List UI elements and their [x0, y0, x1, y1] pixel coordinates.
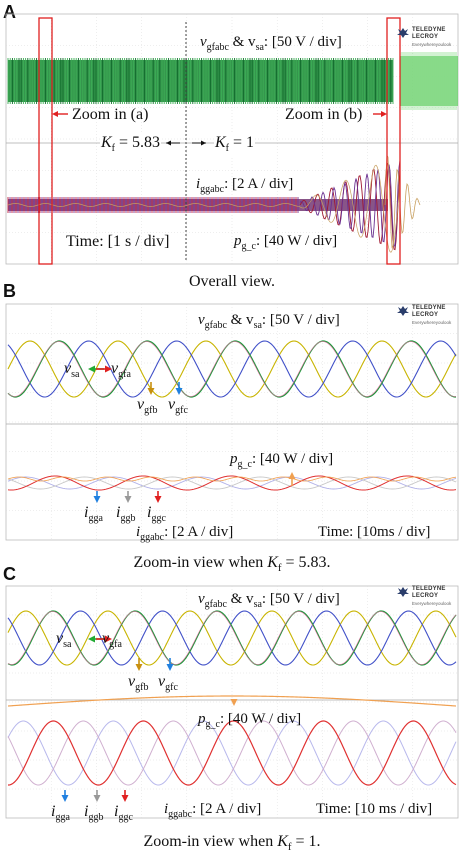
voltage-waveform-band-a — [7, 52, 458, 110]
time-scale-label-b: Time: [10ms / div] — [318, 524, 431, 540]
zoom-b-label: Zoom in (b) — [285, 106, 363, 123]
teledyne-logo-icon — [397, 28, 409, 38]
iggc-label-c: iggc — [114, 803, 133, 824]
voltage-waveforms-b — [7, 340, 457, 398]
kf-right-label: Kf = 1 — [214, 134, 256, 159]
current-phase-b — [7, 720, 457, 786]
voltage-phase-a — [7, 610, 457, 666]
scope-brand-c: TELEDYNE LECROY Everywhereyoulook — [412, 586, 452, 606]
iggb-label-c: iggb — [84, 803, 104, 824]
teledyne-logo-icon — [397, 306, 409, 316]
voltage-band-after — [400, 56, 458, 106]
voltage-vsa — [7, 611, 457, 665]
zoom-a-arrowhead — [52, 111, 58, 117]
vsa-label-b: vsa — [64, 360, 80, 381]
voltage-scale-label-c: vgfabc & vsa: [50 V / div] — [198, 591, 340, 610]
oscilloscope-panel-b — [5, 303, 459, 541]
label-arrows-b — [88, 365, 296, 503]
oscilloscope-panel-a — [5, 13, 459, 265]
iggb-label-b: iggb — [116, 504, 136, 525]
power-trace-c — [7, 695, 457, 707]
caption-a: Overall view. — [188, 273, 276, 290]
caption-b: Zoom-in view when Kf = 5.83. — [133, 554, 331, 575]
current-phase-b — [7, 476, 457, 490]
time-scale-label-a: Time: [1 s / div] — [66, 233, 170, 250]
time-scale-label-c: Time: [10 ms / div] — [316, 801, 433, 817]
zoom-box-a — [38, 17, 53, 265]
power-scale-label-a: pg_c: [40 W / div] — [234, 233, 338, 252]
scope-brand-b: TELEDYNE LECROY Everywhereyoulook — [412, 305, 452, 325]
vgfa-label-c: vgfa — [102, 630, 122, 651]
voltage-scale-label-b: vgfabc & vsa: [50 V / div] — [198, 312, 340, 331]
igga-label-c: igga — [51, 803, 70, 824]
current-phase-c — [7, 475, 457, 491]
caption-c: Zoom-in view when Kf = 1. — [143, 833, 321, 854]
vgfb-label-b: vgfb — [137, 396, 158, 417]
panel-letter-b: B — [3, 281, 16, 301]
oscilloscope-panel-c — [5, 585, 459, 819]
vsa-label-c: vsa — [56, 630, 72, 651]
vgfc-label-c: vgfc — [158, 673, 178, 694]
power-scale-label-c: pg_c: [40 W / div] — [198, 711, 302, 730]
vgfc-label-b: vgfc — [168, 396, 188, 417]
zoom-box-b — [386, 17, 401, 265]
voltage-phase-c — [7, 610, 457, 666]
current-waveforms-c — [7, 720, 457, 786]
teledyne-logo-icon — [397, 587, 409, 597]
voltage-scale-label-a: vgfabc & vsa: [50 V / div] — [200, 34, 342, 53]
current-phase-c — [7, 720, 457, 786]
zoom-a-label: Zoom in (a) — [72, 106, 149, 123]
voltage-phase-c — [7, 340, 457, 398]
zoom-b-arrowhead — [381, 111, 387, 117]
power-scale-label-b: pg_c: [40 W / div] — [230, 451, 334, 470]
current-phase-a — [7, 476, 457, 490]
voltage-waveforms-c — [7, 610, 457, 666]
current-waveforms-b — [7, 475, 457, 491]
current-scale-label-b: iggabc: [2 A / div] — [136, 524, 234, 543]
panel-letter-c: C — [3, 564, 16, 584]
current-scale-label-c: iggabc: [2 A / div] — [164, 801, 262, 820]
current-growing — [299, 162, 401, 251]
scope-brand-a: TELEDYNE LECROY Everywhereyoulook — [412, 27, 452, 47]
power-waveform-c — [7, 695, 457, 707]
kf-left-label: Kf = 5.83 — [100, 134, 162, 159]
igga-label-b: igga — [84, 504, 103, 525]
iggc-label-b: iggc — [147, 504, 166, 525]
current-scale-label-a: iggabc: [2 A / div] — [196, 176, 294, 195]
vgfb-label-c: vgfb — [128, 673, 149, 694]
power-trace-a-tail — [384, 154, 421, 249]
power-trace-a — [7, 164, 401, 253]
power-trace-b — [7, 476, 457, 482]
voltage-vsa — [7, 341, 457, 397]
vgfa-label-b: vgfa — [111, 360, 131, 381]
voltage-phase-b — [7, 340, 457, 398]
current-growing-2 — [299, 159, 401, 247]
voltage-band-dense — [8, 60, 393, 102]
label-arrows-c — [61, 635, 238, 802]
current-phase-a — [7, 720, 457, 786]
current-waveform-band-a — [7, 154, 421, 253]
